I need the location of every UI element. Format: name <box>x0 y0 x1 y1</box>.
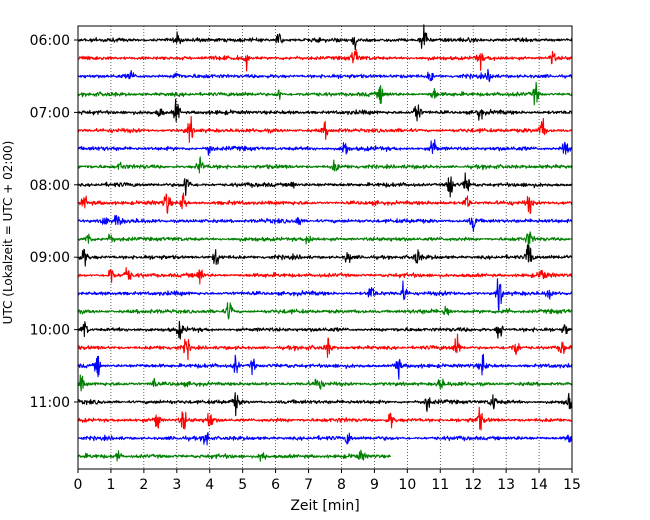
x-tick-label-3: 3 <box>172 477 181 493</box>
x-tick-label-4: 4 <box>205 477 214 493</box>
trace-0615 <box>77 48 573 72</box>
plot-frame <box>77 25 573 470</box>
x-tick-label-7: 7 <box>304 477 313 493</box>
trace-0930 <box>77 278 573 313</box>
y-tick-label-11:00: 11:00 <box>30 395 70 411</box>
trace-0730 <box>77 139 573 156</box>
y-tick-label-08:00: 08:00 <box>30 178 70 194</box>
trace-0915 <box>77 267 573 285</box>
x-tick-label-15: 15 <box>563 477 581 493</box>
trace-1100 <box>77 392 573 417</box>
trace-1145 <box>77 449 392 462</box>
x-tick-label-11: 11 <box>431 477 449 493</box>
x-tick-label-6: 6 <box>271 477 280 493</box>
x-tick-label-12: 12 <box>464 477 482 493</box>
x-tick-label-5: 5 <box>238 477 247 493</box>
x-tick-label-8: 8 <box>337 477 346 493</box>
x-tick-label-0: 0 <box>74 477 83 493</box>
trace-0645 <box>77 81 573 106</box>
x-tick-label-1: 1 <box>106 477 115 493</box>
trace-0600 <box>77 24 573 51</box>
y-tick-label-07:00: 07:00 <box>30 105 70 121</box>
trace-0800 <box>77 172 573 198</box>
y-tick-label-10:00: 10:00 <box>30 323 70 339</box>
x-tick-label-13: 13 <box>497 477 515 493</box>
x-tick-label-9: 9 <box>370 477 379 493</box>
trace-0715 <box>77 115 573 143</box>
trace-1030 <box>77 353 573 380</box>
trace-0945 <box>77 302 573 320</box>
trace-1115 <box>77 406 573 431</box>
x-tick-label-14: 14 <box>530 477 548 493</box>
trace-1045 <box>77 374 573 392</box>
trace-0830 <box>77 214 573 233</box>
y-axis-label: UTC (Lokalzeit = UTC + 02:00) <box>1 141 15 325</box>
trace-0700 <box>77 98 573 123</box>
trace-0845 <box>77 231 573 248</box>
trace-1015 <box>77 333 573 361</box>
y-tick-label-06:00: 06:00 <box>30 33 70 49</box>
trace-0815 <box>77 192 573 215</box>
x-tick-label-2: 2 <box>139 477 148 493</box>
traces <box>77 24 573 462</box>
trace-0900 <box>77 244 573 267</box>
grid-lines <box>110 26 540 469</box>
x-tick-label-10: 10 <box>398 477 416 493</box>
x-axis-ticks: 0 1 2 3 4 5 6 7 8 9 10 11 12 13 14 15 <box>74 469 581 493</box>
y-tick-label-09:00: 09:00 <box>30 250 70 266</box>
trace-1130 <box>77 431 573 446</box>
trace-1000 <box>77 320 573 340</box>
y-axis-ticks: 06:00 07:00 08:00 09:00 10:00 11:00 <box>30 33 78 411</box>
trace-0630 <box>77 68 573 83</box>
trace-0745 <box>77 156 573 174</box>
x-axis-label: Zeit [min] <box>290 498 359 514</box>
